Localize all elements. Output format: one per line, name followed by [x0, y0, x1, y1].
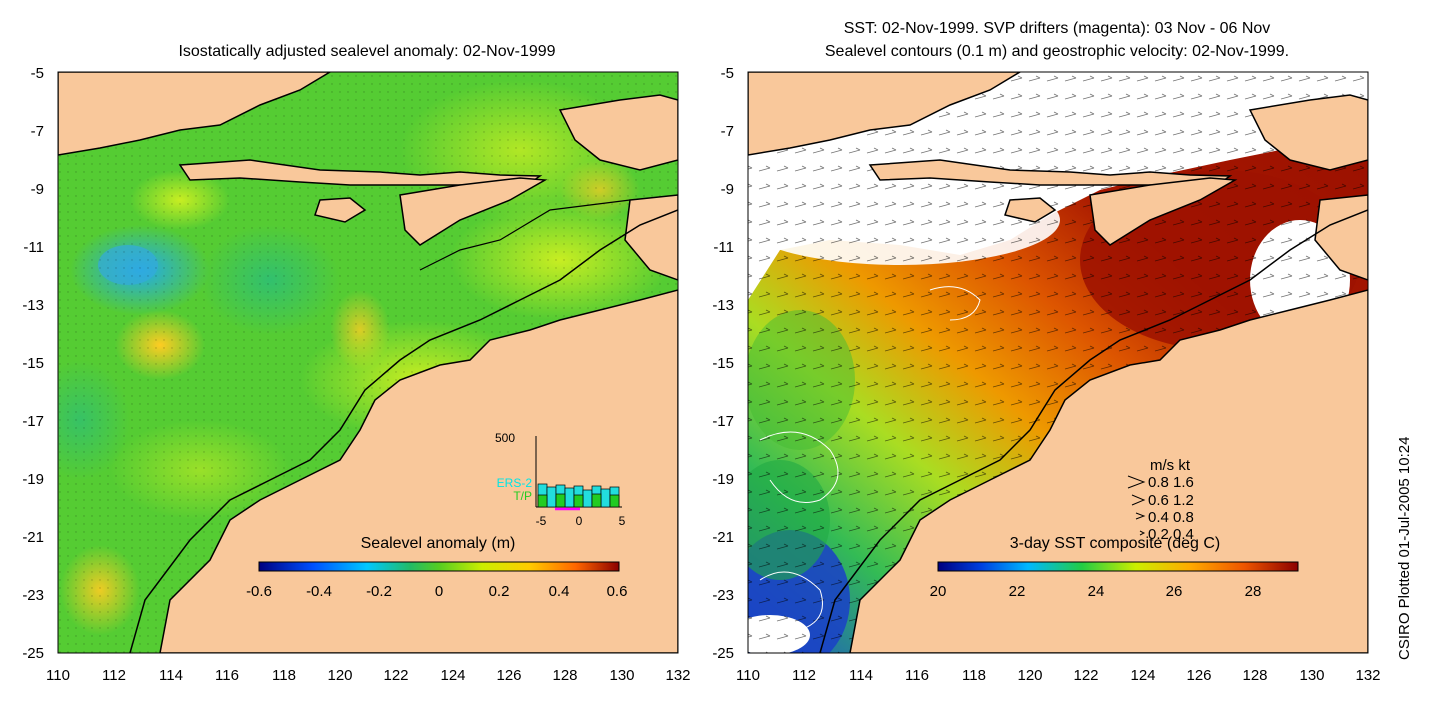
x-tick: 130 [1299, 667, 1324, 684]
sst-colorbar: 3-day SST composite (deg C) 20 22 24 26 … [930, 535, 1299, 600]
x-tick: 132 [665, 667, 690, 684]
velocity-legend: m/s kt 0.8 1.6 0.6 1.2 0.4 0.8 0.2 0.4 [1127, 457, 1194, 543]
velocity-legend-row: 0.6 1.2 [1148, 492, 1194, 509]
x-tick: 128 [1242, 667, 1267, 684]
colorbar-tick: 0 [435, 583, 443, 600]
y-tick: -15 [712, 355, 734, 372]
velocity-legend-header: m/s kt [1150, 457, 1191, 474]
x-tick: 124 [440, 667, 465, 684]
sst-field [748, 72, 1368, 653]
velocity-arrow-icon [1139, 530, 1146, 536]
y-tick: -23 [22, 587, 44, 604]
y-tick: -5 [721, 65, 734, 82]
right-map-title-line1: SST: 02-Nov-1999. SVP drifters (magenta)… [844, 20, 1271, 37]
y-tick: -5 [31, 65, 44, 82]
y-tick: -19 [712, 471, 734, 488]
inset-x-tick: 0 [576, 514, 583, 528]
inset-ymax-label: 500 [495, 431, 515, 445]
inset-bars [537, 483, 620, 508]
x-tick: 118 [272, 667, 296, 684]
sealevel-colorbar-label: Sealevel anomaly (m) [361, 535, 516, 552]
x-tick: 132 [1355, 667, 1380, 684]
colorbar-tick: -0.4 [306, 583, 332, 600]
y-tick: -7 [721, 123, 734, 140]
inset-x-tick: -5 [536, 514, 547, 528]
x-tick: 120 [327, 667, 352, 684]
x-tick: 122 [383, 667, 408, 684]
colorbar-tick: 24 [1088, 583, 1105, 600]
right-map-title-line2: Sealevel contours (0.1 m) and geostrophi… [825, 43, 1289, 60]
x-tick: 122 [1073, 667, 1098, 684]
y-tick: -13 [22, 297, 44, 314]
right-x-axis: 110 112 114 116 118 120 122 124 126 128 … [736, 667, 1380, 684]
inset-legend-tp: T/P [513, 489, 532, 503]
x-tick: 112 [792, 667, 816, 684]
x-tick: 112 [102, 667, 126, 684]
y-tick: -17 [22, 413, 44, 430]
y-tick: -17 [712, 413, 734, 430]
velocity-legend-row: 0.2 0.4 [1148, 526, 1194, 543]
colorbar-tick: 0.2 [489, 583, 510, 600]
sealevel-colorbar: Sealevel anomaly (m) -0.6 -0.4 -0.2 0 0.… [246, 535, 627, 600]
x-tick: 130 [609, 667, 634, 684]
left-map-panel: Isostatically adjusted sealevel anomaly:… [22, 43, 690, 684]
x-tick: 126 [496, 667, 521, 684]
velocity-arrow-icon [1131, 494, 1146, 506]
y-tick: -13 [712, 297, 734, 314]
x-tick: 116 [905, 667, 929, 684]
credit-text: CSIRO Plotted 01-Jul-2005 10:24 [1396, 436, 1413, 660]
inset-legend-ers2: ERS-2 [497, 476, 533, 490]
y-tick: -19 [22, 471, 44, 488]
colorbar-tick: 0.4 [549, 583, 570, 600]
left-x-axis: 110 112 114 116 118 120 122 124 126 128 … [46, 667, 690, 684]
inset-x-tick: 5 [619, 514, 626, 528]
data-count-inset: 500 ERS-2 T/P -5 [495, 431, 626, 528]
x-tick: 114 [849, 667, 873, 684]
y-tick: -25 [22, 645, 44, 662]
velocity-legend-row: 0.4 0.8 [1148, 509, 1194, 526]
velocity-arrow-icon [1127, 475, 1146, 489]
left-map-title: Isostatically adjusted sealevel anomaly:… [178, 43, 555, 60]
y-tick: -9 [721, 181, 734, 198]
x-tick: 124 [1130, 667, 1155, 684]
y-tick: -25 [712, 645, 734, 662]
x-tick: 114 [159, 667, 183, 684]
y-tick: -21 [712, 529, 734, 546]
right-map-panel: SST: 02-Nov-1999. SVP drifters (magenta)… [712, 20, 1380, 684]
colorbar-tick: 20 [930, 583, 947, 600]
colorbar-tick: -0.6 [246, 583, 272, 600]
y-tick: -11 [23, 239, 44, 256]
colorbar-tick: -0.2 [366, 583, 392, 600]
colorbar-tick: 22 [1009, 583, 1026, 600]
x-tick: 128 [552, 667, 577, 684]
x-tick: 116 [215, 667, 239, 684]
colorbar-tick: 28 [1245, 583, 1262, 600]
y-tick: -9 [31, 181, 44, 198]
x-tick: 110 [736, 667, 760, 684]
colorbar-tick: 0.6 [607, 583, 628, 600]
colorbar-tick: 26 [1166, 583, 1183, 600]
x-tick: 110 [46, 667, 70, 684]
y-tick: -7 [31, 123, 44, 140]
left-y-axis: -5 -7 -9 -11 -13 -15 -17 -19 -21 -23 -25 [22, 65, 44, 662]
y-tick: -23 [712, 587, 734, 604]
velocity-arrow-icon [1135, 512, 1146, 520]
x-tick: 120 [1017, 667, 1042, 684]
velocity-legend-row: 0.8 1.6 [1148, 474, 1194, 491]
x-tick: 126 [1186, 667, 1211, 684]
right-y-axis: -5 -7 -9 -11 -13 -15 -17 -19 -21 -23 -25 [712, 65, 734, 662]
y-tick: -21 [22, 529, 44, 546]
sst-colorbar-label: 3-day SST composite (deg C) [1010, 535, 1220, 552]
y-tick: -15 [22, 355, 44, 372]
x-tick: 118 [962, 667, 986, 684]
y-tick: -11 [713, 239, 734, 256]
